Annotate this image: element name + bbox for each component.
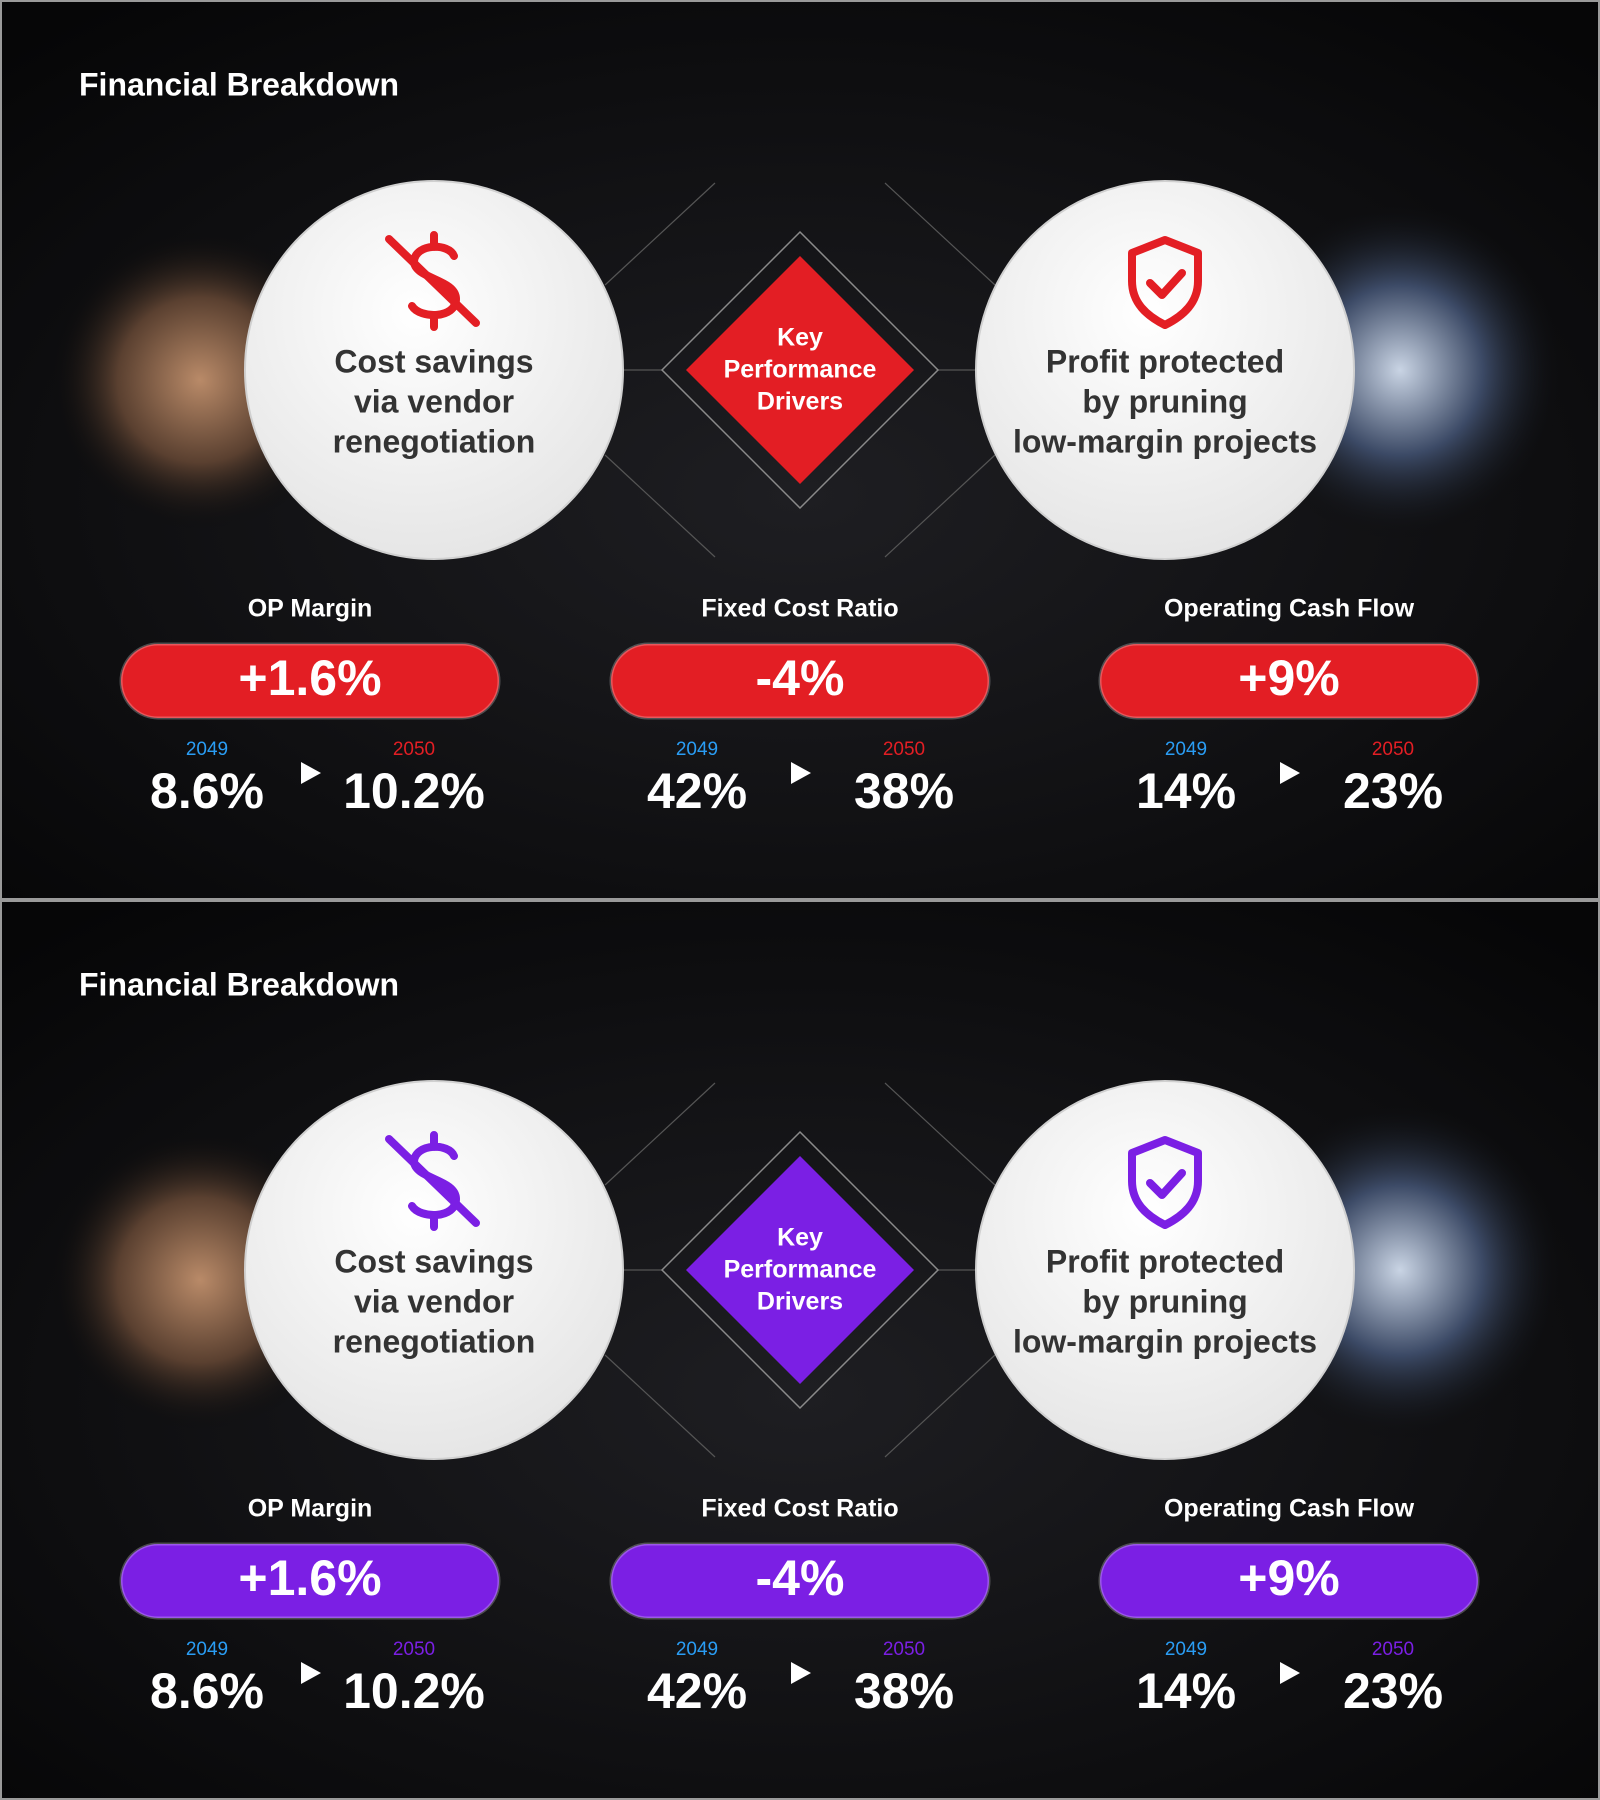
from-value: 8.6% <box>150 1663 264 1719</box>
icon-stroke <box>408 231 461 331</box>
diamond <box>686 256 914 484</box>
icon-stroke <box>408 1131 461 1231</box>
to-value: 38% <box>854 763 954 819</box>
metric-pill <box>119 642 501 720</box>
to-year: 2050 <box>393 1639 435 1660</box>
from-year: 2049 <box>676 1639 718 1660</box>
card-text: Profit protected <box>1046 1243 1284 1279</box>
to-year: 2050 <box>883 1639 925 1660</box>
from-value: 14% <box>1136 763 1236 819</box>
shield-check-icon <box>1128 1136 1202 1229</box>
metric-label: Fixed Cost Ratio <box>701 1495 898 1523</box>
metric-label: Operating Cash Flow <box>1164 1495 1415 1523</box>
icon-stroke <box>1146 269 1186 299</box>
panel-title: Financial Breakdown <box>79 66 399 102</box>
arrow-icon <box>1280 762 1300 784</box>
card-circle <box>975 180 1355 560</box>
metric-change: +1.6% <box>238 650 381 706</box>
connector-line <box>604 1082 716 1186</box>
metric-pill <box>1098 642 1480 720</box>
from-year: 2049 <box>1165 739 1207 760</box>
connector-line <box>884 182 996 286</box>
card-circle <box>244 180 624 560</box>
from-year: 2049 <box>186 739 228 760</box>
card-text: by pruning <box>1082 383 1247 419</box>
from-year: 2049 <box>186 1639 228 1660</box>
icon-stroke <box>1128 1136 1202 1229</box>
connector-line <box>604 182 716 286</box>
metric-label: Fixed Cost Ratio <box>701 595 898 623</box>
from-year: 2049 <box>1165 1639 1207 1660</box>
card-text: renegotiation <box>333 423 536 459</box>
to-year: 2050 <box>1372 1639 1414 1660</box>
metric-pill <box>1098 1542 1480 1620</box>
panel-title: Financial Breakdown <box>79 966 399 1002</box>
diamond-label: Performance <box>724 1256 877 1284</box>
arrow-icon <box>791 1662 811 1684</box>
arrow-icon <box>1280 1662 1300 1684</box>
to-year: 2050 <box>883 739 925 760</box>
connector-line <box>884 1354 996 1458</box>
to-value: 38% <box>854 1663 954 1719</box>
metric-change: +9% <box>1238 1550 1339 1606</box>
diamond-label: Performance <box>724 356 877 384</box>
metric-pill <box>119 1542 501 1620</box>
metric-change: +1.6% <box>238 1550 381 1606</box>
card-text: Profit protected <box>1046 343 1284 379</box>
connector-line <box>884 454 996 558</box>
card-text: renegotiation <box>333 1323 536 1359</box>
to-year: 2050 <box>1372 739 1414 760</box>
diamond-label: Key <box>777 1224 823 1252</box>
panel: Financial Breakdown Key Performance Drivers… <box>0 0 1600 900</box>
diamond <box>686 1156 914 1384</box>
card-text: by pruning <box>1082 1283 1247 1319</box>
connector-line <box>604 1354 716 1458</box>
dollar-off-icon <box>385 1131 480 1231</box>
from-value: 14% <box>1136 1663 1236 1719</box>
metric-pill <box>609 1542 991 1620</box>
card-text: via vendor <box>354 1283 514 1319</box>
metric-change: -4% <box>756 1550 845 1606</box>
icon-stroke <box>1146 1169 1186 1199</box>
metric-pill <box>609 642 991 720</box>
shield-check-icon <box>1128 236 1202 329</box>
from-value: 8.6% <box>150 763 264 819</box>
diamond-label: Key <box>777 324 823 352</box>
card-text: via vendor <box>354 383 514 419</box>
diamond-outline <box>660 1130 940 1410</box>
icon-stroke <box>1128 236 1202 329</box>
from-value: 42% <box>647 763 747 819</box>
metric-label: OP Margin <box>248 1495 373 1523</box>
metric-label: OP Margin <box>248 595 373 623</box>
arrow-icon <box>791 762 811 784</box>
connector-line <box>604 454 716 558</box>
diamond-outline <box>660 230 940 510</box>
dollar-off-icon <box>385 231 480 331</box>
panel: Financial Breakdown Key Performance Drivers… <box>0 900 1600 1800</box>
metric-change: +9% <box>1238 650 1339 706</box>
to-year: 2050 <box>393 739 435 760</box>
card-text: low-margin projects <box>1013 1323 1317 1359</box>
from-year: 2049 <box>676 739 718 760</box>
to-value: 23% <box>1343 1663 1443 1719</box>
card-circle <box>244 1080 624 1460</box>
card-text: Cost savings <box>334 343 533 379</box>
arrow-icon <box>301 1662 321 1684</box>
arrow-icon <box>301 762 321 784</box>
diamond-label: Drivers <box>757 1288 843 1316</box>
connector-line <box>884 1082 996 1186</box>
metric-label: Operating Cash Flow <box>1164 595 1415 623</box>
card-text: low-margin projects <box>1013 423 1317 459</box>
to-value: 10.2% <box>343 763 485 819</box>
to-value: 23% <box>1343 763 1443 819</box>
metric-change: -4% <box>756 650 845 706</box>
diamond-label: Drivers <box>757 388 843 416</box>
to-value: 10.2% <box>343 1663 485 1719</box>
from-value: 42% <box>647 1663 747 1719</box>
card-text: Cost savings <box>334 1243 533 1279</box>
card-circle <box>975 1080 1355 1460</box>
